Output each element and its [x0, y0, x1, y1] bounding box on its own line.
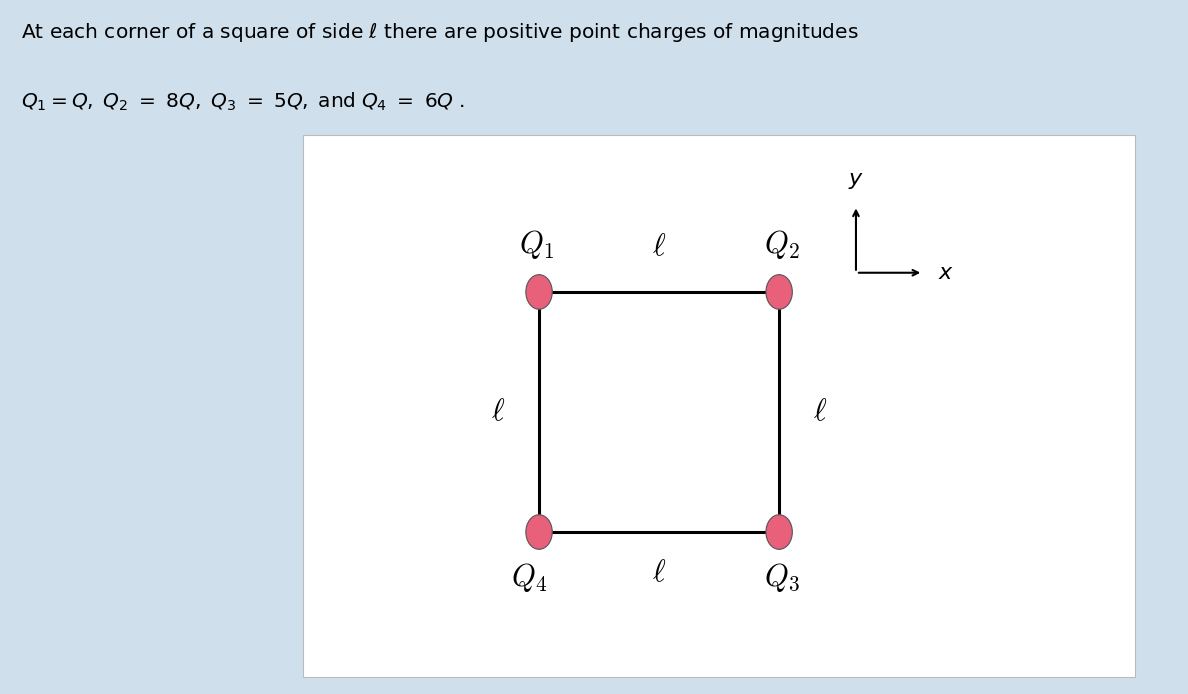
Ellipse shape: [766, 275, 792, 310]
Ellipse shape: [526, 515, 552, 550]
Text: $x$: $x$: [937, 263, 954, 282]
Text: $\ell$: $\ell$: [492, 398, 505, 427]
Text: $\ell$: $\ell$: [652, 559, 666, 587]
Text: $Q_1$: $Q_1$: [519, 228, 554, 261]
Text: $\ell$: $\ell$: [813, 398, 827, 427]
Text: $\ell$: $\ell$: [652, 232, 666, 261]
Ellipse shape: [766, 515, 792, 550]
Text: $Q_2$: $Q_2$: [764, 228, 800, 261]
Text: $Q_3$: $Q_3$: [764, 561, 800, 594]
Text: $Q_1 = Q,\; Q_2\ {=}\ 8Q,\; Q_3\ {=}\ 5Q,\;$$\mathrm{and}\; Q_4\ {=}\ 6Q\;.$: $Q_1 = Q,\; Q_2\ {=}\ 8Q,\; Q_3\ {=}\ 5Q…: [21, 90, 465, 112]
Text: $y$: $y$: [848, 171, 864, 191]
Text: At each corner of a square of side $\ell$ there are positive point charges of ma: At each corner of a square of side $\ell…: [21, 21, 859, 44]
Text: $Q_4$: $Q_4$: [511, 561, 548, 594]
Ellipse shape: [526, 275, 552, 310]
